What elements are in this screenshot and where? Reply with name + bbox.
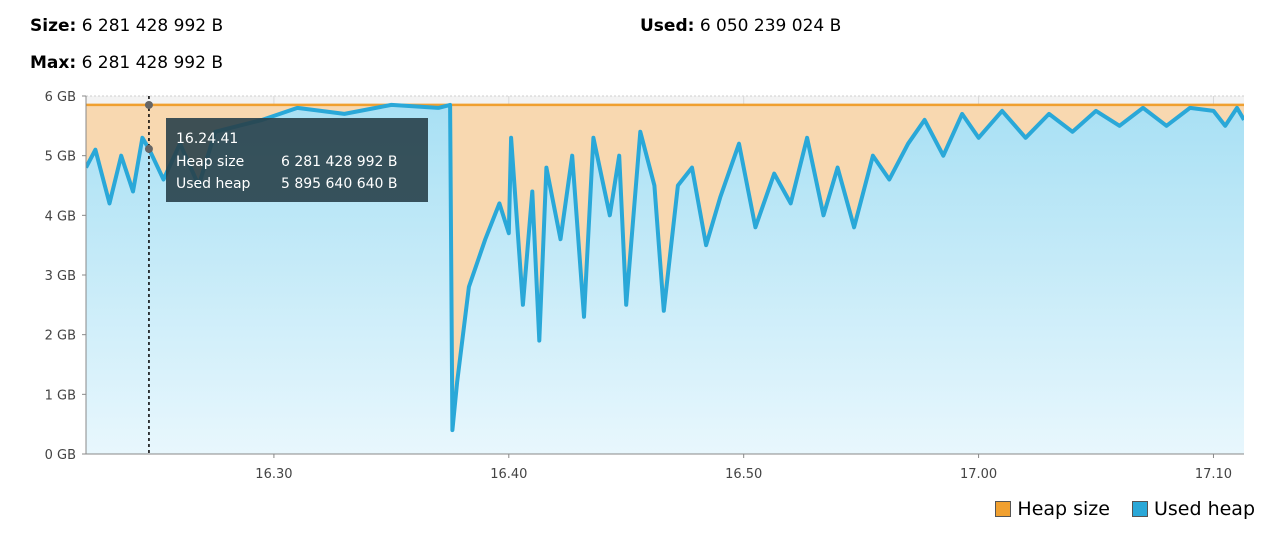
- y-tick-label: 3 GB: [45, 269, 76, 284]
- legend-swatch-heap-size: [995, 501, 1012, 517]
- size-label: Size:: [30, 16, 77, 36]
- used-label: Used:: [640, 16, 695, 36]
- tooltip-used-value: 5 895 640 640 B: [281, 176, 397, 192]
- legend-label-heap-size: Heap size: [1017, 498, 1110, 520]
- legend: Heap size Used heap: [973, 498, 1255, 520]
- max-value: 6 281 428 992 B: [81, 53, 223, 73]
- tooltip-used-label: Used heap: [176, 176, 251, 192]
- y-tick-label: 6 GB: [45, 90, 76, 105]
- size-value: 6 281 428 992 B: [81, 16, 224, 36]
- x-tick-label: 17.10: [1195, 467, 1232, 482]
- legend-swatch-used-heap: [1131, 501, 1148, 517]
- tooltip-heap-value: 6 281 428 992 B: [281, 154, 397, 170]
- max-stat: Max: 6 281 428 992 B: [30, 53, 223, 73]
- x-tick-label: 17.00: [960, 467, 997, 482]
- cursor-heap-marker: [144, 100, 153, 109]
- y-tick-label: 0 GB: [45, 448, 76, 463]
- x-tick-label: 16.30: [255, 467, 292, 482]
- legend-item-used-heap[interactable]: Used heap: [1131, 498, 1255, 520]
- y-tick-label: 1 GB: [45, 388, 76, 403]
- tooltip: 16.24.41 Heap size 6 281 428 992 B Used …: [166, 118, 428, 202]
- x-tick-label: 16.40: [490, 467, 527, 482]
- tooltip-heap-label: Heap size: [176, 154, 244, 170]
- max-label: Max:: [30, 53, 77, 73]
- y-axis-ticks: 0 GB 1 GB 2 GB 3 GB 4 GB 5 GB 6 GB: [45, 90, 86, 463]
- tooltip-time: 16.24.41: [176, 131, 238, 147]
- x-axis-ticks: 16.30 16.40 16.50 17.00 17.10: [255, 454, 1232, 482]
- y-tick-label: 5 GB: [45, 150, 76, 165]
- legend-item-heap-size[interactable]: Heap size: [995, 498, 1110, 520]
- heap-chart[interactable]: 0 GB1 GB2 GB3 GB4 GB5 GB6 GB 16.30 16.40 1…: [0, 0, 1273, 490]
- used-stat: Used: 6 050 239 024 B: [640, 16, 841, 36]
- used-value: 6 050 239 024 B: [699, 16, 842, 36]
- cursor-used-marker: [144, 144, 153, 153]
- legend-label-used-heap: Used heap: [1153, 498, 1255, 520]
- y-tick-label: 4 GB: [45, 209, 76, 224]
- x-tick-label: 16.50: [725, 467, 762, 482]
- size-stat: Size: 6 281 428 992 B: [30, 16, 223, 36]
- y-tick-label: 2 GB: [45, 329, 76, 344]
